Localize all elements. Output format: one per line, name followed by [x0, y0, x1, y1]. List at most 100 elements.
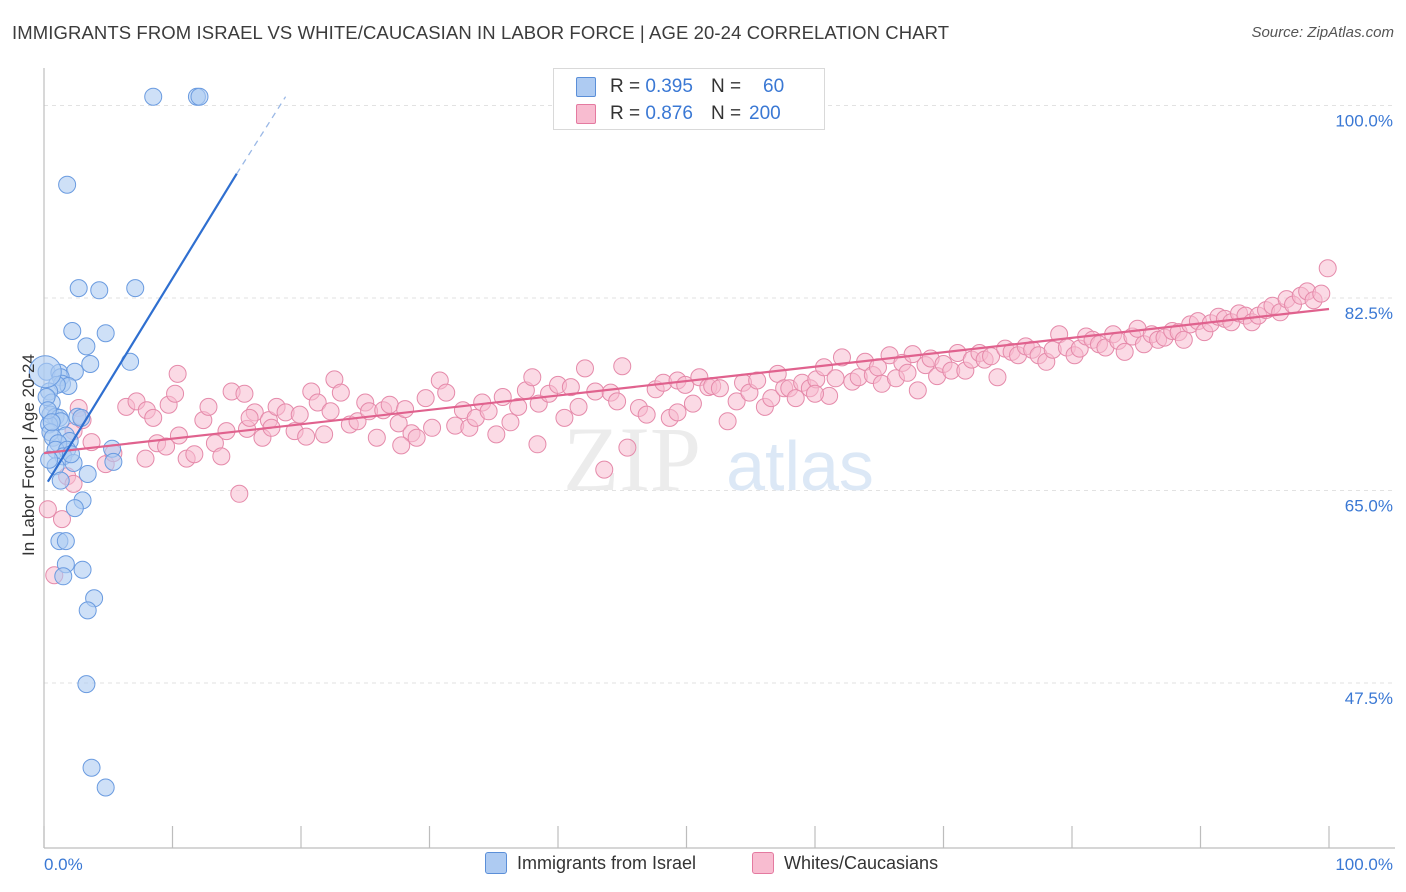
data-point-israel	[40, 450, 59, 469]
data-point-israel	[96, 324, 115, 343]
y-tick-label: 82.5%	[1345, 304, 1393, 323]
data-point-whites	[416, 389, 435, 408]
legend-n-value-israel: 60	[763, 76, 785, 97]
data-point-israel	[54, 567, 73, 586]
data-point-whites	[169, 426, 188, 445]
data-point-israel	[144, 87, 163, 106]
data-point-israel	[104, 452, 123, 471]
legend-row-israel: R = 0.395 N = 60	[576, 75, 784, 99]
data-point-whites	[613, 357, 632, 376]
data-point-whites	[575, 359, 594, 378]
data-point-israel	[58, 175, 77, 194]
data-point-whites	[367, 428, 386, 447]
watermark-atlas: atlas	[726, 427, 874, 505]
x-tick-label: 0.0%	[44, 855, 83, 874]
data-point-whites	[290, 405, 309, 424]
data-point-whites	[321, 402, 340, 421]
series-immigrants-israel	[28, 87, 209, 797]
data-point-whites	[618, 438, 637, 457]
legend-swatch-whites	[576, 104, 596, 124]
data-point-whites	[407, 428, 426, 447]
zipatlas-watermark: ZIP atlas	[563, 408, 874, 510]
legend-label-israel: Immigrants from Israel	[517, 852, 697, 873]
data-point-whites	[826, 369, 845, 388]
data-point-whites	[235, 384, 254, 403]
legend-n-label: N =	[710, 103, 742, 124]
data-point-israel	[77, 337, 96, 356]
legend-swatch-whites	[752, 852, 774, 874]
data-point-whites	[168, 364, 187, 383]
data-point-israel	[51, 471, 70, 490]
trend-line-israel-extension	[236, 96, 287, 175]
legend-item-israel[interactable]: Immigrants from Israel	[485, 852, 696, 874]
data-point-whites	[230, 484, 249, 503]
data-point-israel	[69, 279, 88, 298]
data-point-whites	[710, 379, 729, 398]
chart-title: IMMIGRANTS FROM ISRAEL VS WHITE/CAUCASIA…	[12, 22, 950, 43]
source-label: Source: ZipAtlas.com	[1251, 24, 1394, 41]
y-tick-label: 65.0%	[1345, 497, 1393, 516]
data-point-whites	[38, 500, 57, 519]
data-point-whites	[166, 384, 185, 403]
data-point-israel	[190, 87, 209, 106]
data-point-whites	[1318, 259, 1337, 278]
data-point-whites	[396, 400, 415, 419]
y-tick-label: 100.0%	[1335, 112, 1393, 131]
series-whites-caucasians	[38, 259, 1337, 585]
trend-line-whites	[43, 307, 1330, 455]
legend-r-label: R =	[610, 76, 641, 97]
series-legend: Immigrants from Israel Whites/Caucasians	[0, 852, 1406, 878]
legend-r-value-israel: 0.395	[645, 76, 693, 97]
data-point-israel	[96, 778, 115, 797]
data-point-whites	[308, 393, 327, 412]
data-point-whites	[380, 395, 399, 414]
data-point-israel	[78, 601, 97, 620]
data-point-whites	[199, 397, 218, 416]
data-point-whites	[898, 363, 917, 382]
data-point-whites	[212, 447, 231, 466]
data-point-whites	[668, 403, 687, 422]
data-point-israel	[77, 675, 96, 694]
trend-lines	[43, 96, 1330, 483]
legend-r-label: R =	[610, 103, 641, 124]
data-point-whites	[1115, 342, 1134, 361]
data-point-whites	[762, 389, 781, 408]
data-point-whites	[637, 405, 656, 424]
data-point-whites	[1174, 330, 1193, 349]
data-point-whites	[136, 449, 155, 468]
legend-item-whites[interactable]: Whites/Caucasians	[752, 852, 938, 874]
axes	[43, 68, 1395, 849]
data-point-whites	[569, 397, 588, 416]
legend-r-value-whites: 0.876	[645, 103, 693, 124]
legend-swatch-israel	[576, 77, 596, 97]
data-point-whites	[727, 392, 746, 411]
data-point-whites	[509, 397, 528, 416]
data-point-whites	[832, 348, 851, 367]
data-point-whites	[595, 460, 614, 479]
data-point-whites	[523, 368, 542, 387]
legend-label-whites: Whites/Caucasians	[784, 852, 939, 873]
data-point-israel	[63, 322, 82, 340]
data-point-whites	[748, 371, 767, 390]
tick-labels: 47.5% 65.0% 82.5% 100.0% 0.0% 100.0%	[44, 112, 1393, 875]
data-point-whites	[157, 437, 176, 456]
data-point-israel	[42, 413, 61, 432]
legend-n-value-whites: 200	[749, 103, 781, 124]
data-point-whites	[501, 413, 520, 432]
legend-swatch-israel	[485, 852, 507, 874]
y-tick-label: 47.5%	[1345, 689, 1393, 708]
data-point-whites	[908, 381, 927, 400]
data-point-whites	[528, 435, 547, 454]
y-axis-label: In Labor Force | Age 20-24	[19, 354, 38, 556]
data-point-whites	[144, 408, 163, 427]
data-point-whites	[786, 389, 805, 408]
data-point-whites	[555, 408, 574, 427]
data-point-whites	[423, 418, 442, 437]
data-point-whites	[718, 412, 737, 431]
data-point-israel	[65, 499, 84, 518]
legend-n-label: N =	[710, 76, 742, 97]
data-point-israel	[78, 465, 97, 483]
data-point-whites	[331, 383, 350, 402]
data-point-whites	[988, 368, 1007, 387]
data-point-whites	[185, 445, 204, 464]
